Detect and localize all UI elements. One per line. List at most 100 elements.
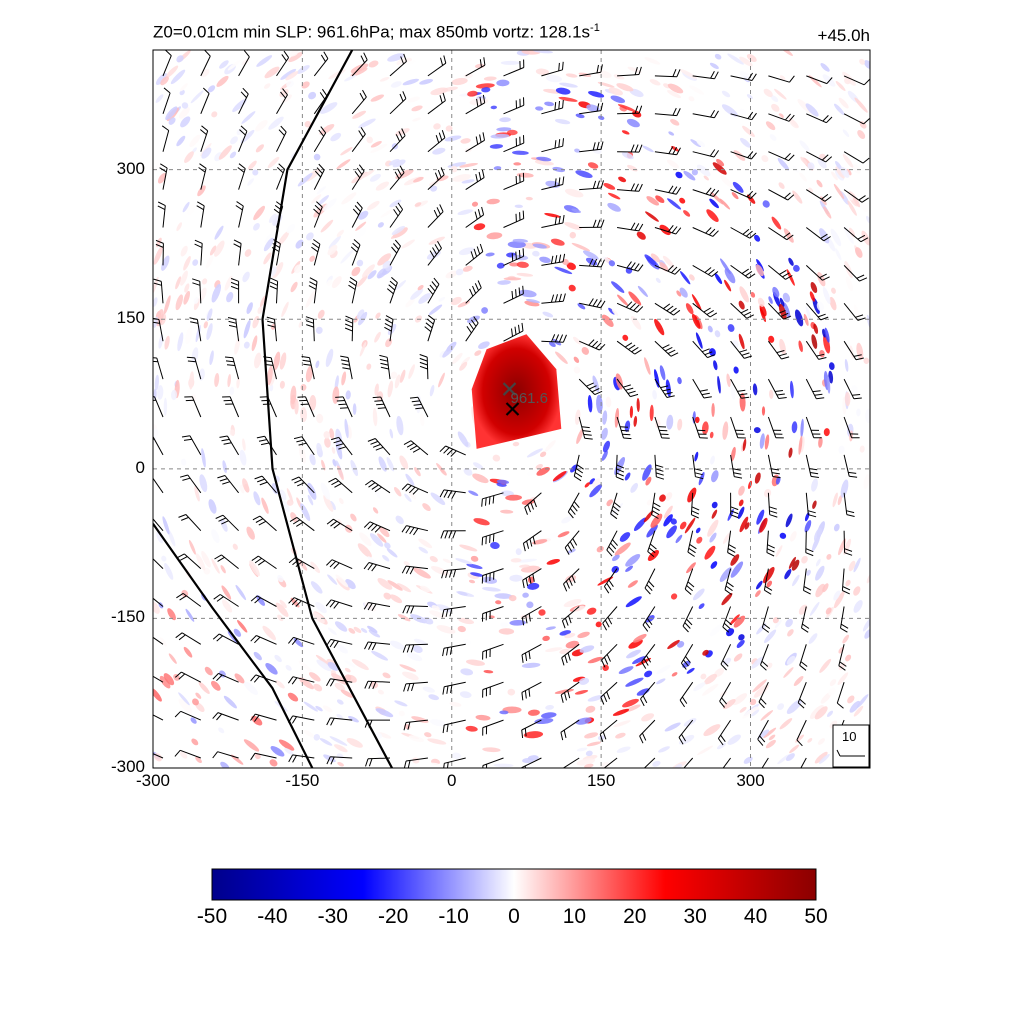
wind-barb [401, 525, 429, 536]
vorticity-cell [691, 294, 702, 311]
wind-barb [616, 340, 642, 355]
vorticity-cell [684, 517, 696, 534]
vorticity-cell [755, 264, 764, 277]
vorticity-cell [153, 246, 163, 265]
vorticity-cell [269, 759, 278, 767]
vorticity-cell [811, 478, 818, 492]
vorticity-cell [624, 420, 631, 432]
vorticity-cell [576, 428, 584, 444]
vorticity-cell [334, 744, 348, 753]
wind-barb [541, 215, 565, 228]
vorticity-cell [452, 352, 463, 365]
vorticity-cell [183, 646, 193, 658]
vorticity-cell [429, 555, 438, 563]
wind-barb [841, 568, 851, 595]
vorticity-cell [470, 572, 484, 577]
wind-barb [522, 530, 542, 552]
vorticity-cell [732, 181, 744, 193]
vorticity-cell [765, 739, 776, 749]
vorticity-cell [493, 166, 502, 171]
vorticity-cell [241, 111, 256, 124]
wind-barb [153, 636, 164, 645]
vorticity-cell [182, 201, 190, 213]
wind-barb [768, 151, 795, 162]
vorticity-cell [265, 662, 278, 675]
vorticity-cell [211, 680, 221, 691]
plot-frame [152, 49, 871, 769]
vorticity-cell [340, 249, 354, 264]
wind-barb [364, 641, 391, 651]
vorticity-cell [563, 599, 582, 608]
vorticity-cell [439, 467, 447, 476]
wind-barb [541, 61, 564, 77]
vorticity-cell [807, 738, 813, 743]
vorticity-cell [308, 672, 321, 682]
vorticity-cell [575, 717, 592, 725]
wind-barb [424, 314, 436, 342]
vorticity-cell [321, 459, 326, 471]
vorticity-cell [739, 706, 747, 713]
vorticity-cell [738, 634, 745, 641]
vorticity-cell [726, 373, 731, 388]
vorticity-cell [243, 319, 251, 339]
vorticity-cell [757, 729, 770, 739]
vorticity-cell [253, 491, 261, 506]
vorticity-cell [375, 708, 394, 718]
vorticity-cell [677, 377, 682, 385]
vorticity-cell [450, 165, 458, 173]
vorticity-cell [777, 703, 785, 710]
vorticity-cell [785, 618, 793, 628]
vorticity-cell [374, 383, 379, 396]
vorticity-cell [187, 204, 196, 215]
vorticity-cell [309, 395, 317, 411]
vorticity-cell [783, 228, 794, 243]
vorticity-cell [763, 566, 775, 584]
vorticity-cell [679, 197, 686, 204]
vorticity-cell [255, 144, 265, 153]
vorticity-cell [844, 392, 851, 407]
vorticity-cell [654, 318, 665, 336]
wind-barb [217, 475, 239, 494]
wind-barb [643, 757, 656, 768]
wind-barb [806, 189, 832, 202]
vorticity-cell [214, 373, 220, 387]
vorticity-cell [272, 262, 284, 279]
vorticity-cell [636, 398, 640, 412]
vorticity-cell [188, 539, 196, 555]
vorticity-cell [516, 261, 529, 268]
vorticity-cell [831, 171, 838, 181]
y-tick-label: 150 [116, 308, 145, 328]
wind-barb [364, 719, 390, 728]
vorticity-cell [195, 325, 201, 343]
vorticity-cell [367, 625, 378, 633]
vorticity-cell [856, 408, 861, 417]
wind-barb [313, 163, 325, 190]
vorticity-cell [185, 608, 195, 622]
vorticity-cell [636, 688, 650, 696]
vorticity-cell [755, 590, 761, 598]
vorticity-cell [279, 599, 287, 609]
vorticity-cell [617, 104, 636, 112]
vorticity-cell [183, 256, 191, 271]
vorticity-cell [730, 561, 744, 578]
vorticity-cell [201, 278, 208, 285]
vorticity-cell [546, 559, 560, 565]
vorticity-cell [177, 332, 184, 352]
vorticity-cell [659, 365, 666, 381]
vorticity-cell [512, 150, 529, 155]
vorticity-cell [803, 313, 809, 326]
wind-barb [482, 606, 504, 622]
vorticity-cell [354, 136, 363, 145]
wind-barb [563, 568, 580, 592]
vorticity-cell [195, 692, 202, 699]
vorticity-cell [282, 500, 290, 513]
colorbar-tick-label: -20 [378, 905, 409, 928]
vorticity-cell [586, 104, 600, 113]
vorticity-cell [711, 403, 715, 417]
wind-barb [579, 102, 604, 115]
wind-barb [372, 396, 391, 418]
vorticity-cell [411, 716, 429, 723]
vorticity-cell [261, 497, 269, 514]
vorticity-cell [378, 456, 387, 472]
wind-barb [288, 754, 315, 763]
